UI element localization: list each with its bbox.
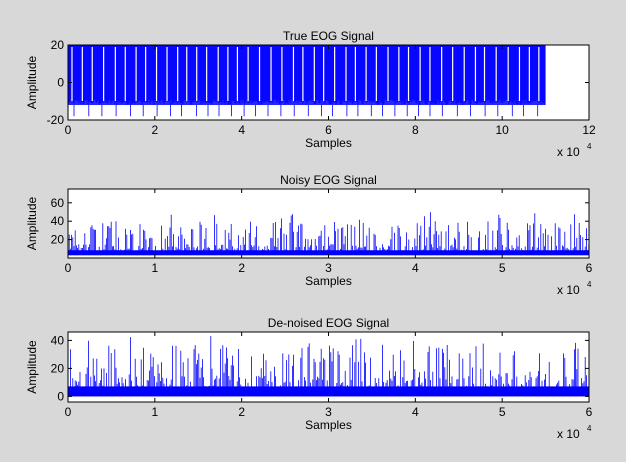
x-axis-ticks: 0 1 2 3 4 5 6 <box>65 332 593 419</box>
x-axis-label: Samples <box>305 418 352 432</box>
signal-baseline-band <box>68 386 589 397</box>
x-axis-exponent: x 10 4 <box>557 280 592 297</box>
x-tick-label: 2 <box>238 261 245 275</box>
y-tick-label: -20 <box>47 113 65 127</box>
x-tick-label: 8 <box>412 123 419 137</box>
x-tick-label: 3 <box>325 405 332 419</box>
subplot-denoised-eog: De-noised EOG Signal 0 1 2 3 4 5 6 0 20 40 Sampl… <box>25 316 593 441</box>
y-tick-label: 20 <box>51 361 65 375</box>
y-axis-label: Amplitude <box>25 340 39 394</box>
y-axis-ticks: 0 20 40 <box>51 333 589 403</box>
x-tick-label: 4 <box>238 123 245 137</box>
x-tick-label: 12 <box>582 123 596 137</box>
x-tick-label: 0 <box>65 405 72 419</box>
x-tick-label: 6 <box>586 405 593 419</box>
signal-baseline-band <box>68 250 589 256</box>
y-tick-label: 60 <box>51 196 65 210</box>
y-tick-label: 40 <box>51 214 65 228</box>
y-axis-label: Amplitude <box>25 197 39 251</box>
x-tick-label: 3 <box>325 261 332 275</box>
x-tick-label: 0 <box>65 123 72 137</box>
x-tick-label: 5 <box>499 261 506 275</box>
x-axis-ticks: 0 1 2 3 4 5 6 <box>65 189 593 275</box>
exponent-power: 4 <box>587 142 592 151</box>
y-tick-label: 0 <box>57 76 64 90</box>
exponent-base: x 10 <box>557 427 580 441</box>
exponent-base: x 10 <box>557 283 580 297</box>
exponent-power: 4 <box>587 424 592 433</box>
x-tick-label: 1 <box>151 261 158 275</box>
x-axis-exponent: x 10 4 <box>557 142 592 159</box>
x-tick-label: 10 <box>495 123 509 137</box>
y-tick-label: 0 <box>57 389 64 403</box>
y-tick-label: 20 <box>51 38 65 52</box>
x-axis-ticks: 0 2 4 6 8 10 12 <box>65 45 596 137</box>
plot-title: True EOG Signal <box>283 29 374 43</box>
y-axis-label: Amplitude <box>25 56 39 110</box>
exponent-power: 4 <box>587 280 592 289</box>
x-tick-label: 2 <box>151 123 158 137</box>
x-axis-label: Samples <box>305 136 352 150</box>
x-tick-label: 0 <box>65 261 72 275</box>
y-tick-label: 20 <box>51 233 65 247</box>
x-tick-label: 6 <box>586 261 593 275</box>
x-tick-label: 5 <box>499 405 506 419</box>
exponent-base: x 10 <box>557 145 580 159</box>
y-tick-label: 40 <box>51 333 65 347</box>
x-tick-label: 4 <box>412 261 419 275</box>
signal-band <box>68 45 546 105</box>
y-axis-ticks: -20 0 20 <box>47 38 589 127</box>
x-tick-label: 6 <box>325 123 332 137</box>
y-axis-ticks: 20 40 60 <box>51 196 589 247</box>
x-tick-label: 1 <box>151 405 158 419</box>
plot-title: De-noised EOG Signal <box>268 316 389 330</box>
signal-trace <box>67 45 546 117</box>
x-axis-exponent: x 10 4 <box>557 424 592 441</box>
x-tick-label: 4 <box>412 405 419 419</box>
x-tick-label: 2 <box>238 405 245 419</box>
plot-title: Noisy EOG Signal <box>280 173 377 187</box>
x-axis-label: Samples <box>305 274 352 288</box>
